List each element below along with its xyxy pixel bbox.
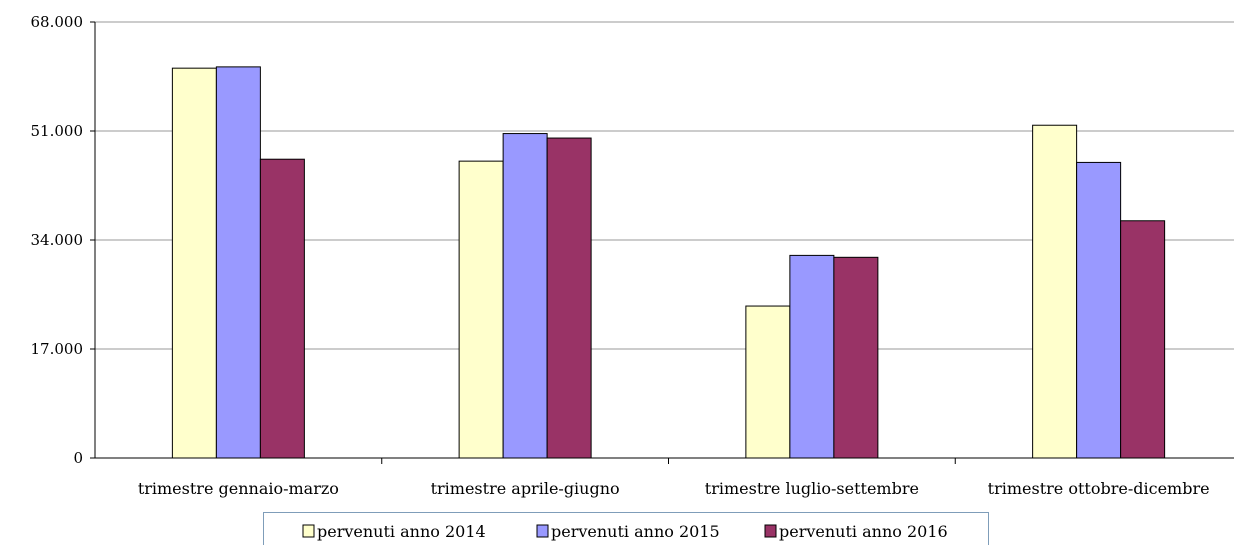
bar [171, 67, 217, 459]
bar [745, 305, 791, 459]
bar [789, 254, 835, 459]
bar [1032, 124, 1078, 459]
x-category-label: trimestre ottobre-dicembre [988, 479, 1210, 498]
y-tick-label: 34.000 [31, 231, 84, 249]
bar [259, 158, 305, 459]
x-category-label: trimestre luglio-settembre [705, 479, 919, 498]
legend-swatch [302, 524, 315, 538]
legend-swatch [764, 524, 777, 538]
y-tick-label: 17.000 [31, 340, 84, 358]
legend-label: pervenuti anno 2014 [317, 522, 486, 541]
x-category-label: trimestre aprile-giugno [431, 479, 620, 498]
bar [502, 133, 548, 459]
bar [833, 256, 879, 459]
legend-items: pervenuti anno 2014 pervenuti anno 2015 pe… [302, 522, 948, 541]
y-tick-label: 51.000 [31, 122, 84, 140]
bar [546, 137, 592, 459]
bars [171, 66, 1166, 459]
x-category-label: trimestre gennaio-marzo [138, 479, 339, 498]
bar [215, 66, 261, 459]
y-tick-labels: 0 17.000 34.000 51.000 68.000 [31, 13, 95, 467]
x-category-labels: trimestre gennaio-marzo trimestre aprile-… [138, 479, 1210, 498]
bar [1120, 220, 1166, 459]
y-tick-label: 68.000 [31, 13, 84, 31]
legend [263, 512, 989, 545]
legend-label: pervenuti anno 2015 [551, 522, 720, 541]
legend-label: pervenuti anno 2016 [779, 522, 948, 541]
y-tick-label: 0 [73, 449, 83, 467]
bar [1076, 161, 1122, 459]
legend-swatch [536, 524, 549, 538]
bar [458, 160, 504, 459]
